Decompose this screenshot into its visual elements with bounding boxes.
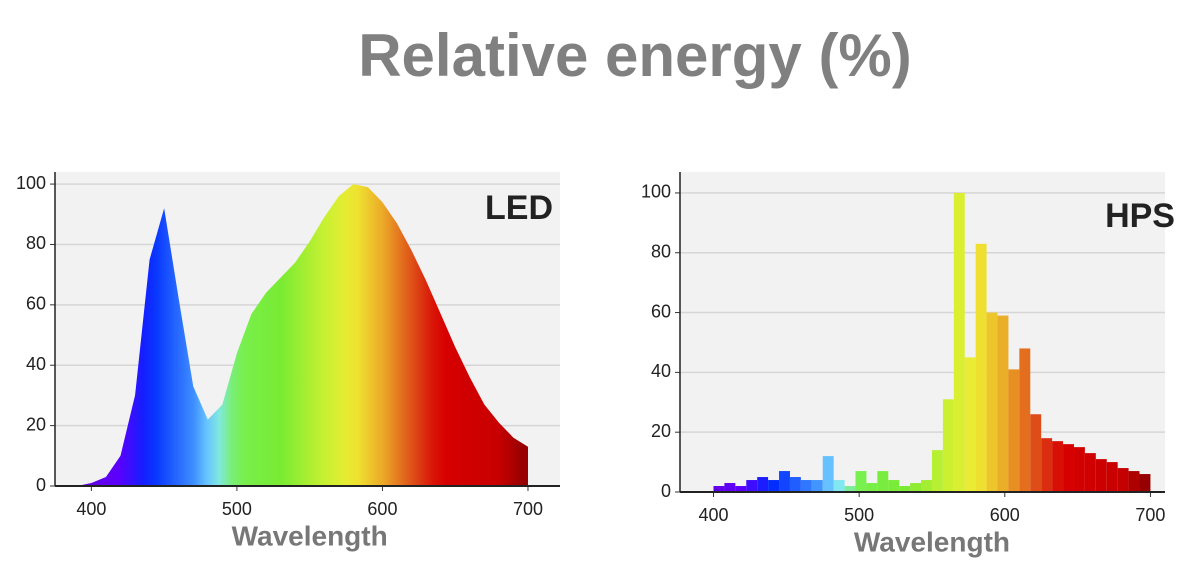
bar	[1128, 471, 1140, 492]
bar	[1041, 438, 1053, 492]
bar	[1117, 468, 1129, 492]
bar	[953, 192, 965, 493]
bar	[1008, 369, 1020, 492]
y-tick-label: 60	[651, 301, 671, 321]
bar	[910, 483, 922, 492]
plot-background	[680, 172, 1165, 492]
page-title: Relative energy (%)	[358, 22, 912, 89]
bar	[931, 450, 943, 492]
bar	[866, 483, 878, 492]
x-tick-label: 400	[698, 505, 728, 525]
y-tick-label: 0	[36, 475, 46, 495]
bar	[746, 480, 758, 492]
bar	[975, 243, 987, 492]
chart-label: HPS	[1105, 197, 1175, 235]
bar	[877, 471, 889, 492]
bar	[1095, 459, 1107, 492]
x-axis-label: Wavelength	[854, 526, 1010, 557]
bar	[713, 486, 725, 492]
bar	[833, 480, 845, 492]
bar	[899, 486, 911, 492]
bar	[986, 312, 998, 492]
bar	[1106, 462, 1118, 492]
bar	[1019, 348, 1031, 492]
bar	[757, 477, 769, 492]
y-tick-label: 20	[651, 421, 671, 441]
bar	[855, 471, 867, 492]
y-tick-label: 80	[651, 241, 671, 261]
y-tick-label: 80	[26, 233, 46, 253]
bar	[1030, 414, 1042, 492]
y-tick-label: 40	[651, 361, 671, 381]
bar	[1139, 474, 1151, 492]
x-tick-label: 600	[367, 499, 397, 519]
bar	[942, 399, 954, 492]
y-tick-label: 20	[26, 414, 46, 434]
bar	[1073, 447, 1085, 492]
x-tick-label: 600	[990, 505, 1020, 525]
x-tick-label: 500	[844, 505, 874, 525]
y-tick-label: 60	[26, 294, 46, 314]
bar	[779, 471, 790, 492]
y-tick-label: 100	[16, 173, 46, 193]
bar	[724, 483, 736, 492]
bar	[997, 315, 1009, 492]
bar	[844, 486, 856, 492]
area	[76, 184, 528, 487]
bar	[921, 480, 932, 492]
y-tick-label: 40	[26, 354, 46, 374]
bar	[964, 357, 976, 492]
bar	[789, 477, 801, 492]
x-tick-label: 500	[222, 499, 252, 519]
chart-label: LED	[485, 189, 553, 227]
bar	[811, 480, 823, 492]
bar	[735, 486, 747, 492]
bar	[768, 480, 780, 492]
x-tick-label: 400	[76, 499, 106, 519]
y-tick-label: 0	[661, 481, 671, 501]
bar	[888, 480, 900, 492]
bar	[800, 480, 812, 492]
bar	[822, 456, 834, 492]
bar	[1084, 453, 1096, 492]
y-tick-label: 100	[641, 182, 671, 202]
x-tick-label: 700	[1135, 505, 1165, 525]
bar	[1052, 441, 1064, 492]
x-tick-label: 700	[513, 499, 543, 519]
bar	[1063, 444, 1074, 492]
x-axis-label: Wavelength	[232, 520, 388, 551]
